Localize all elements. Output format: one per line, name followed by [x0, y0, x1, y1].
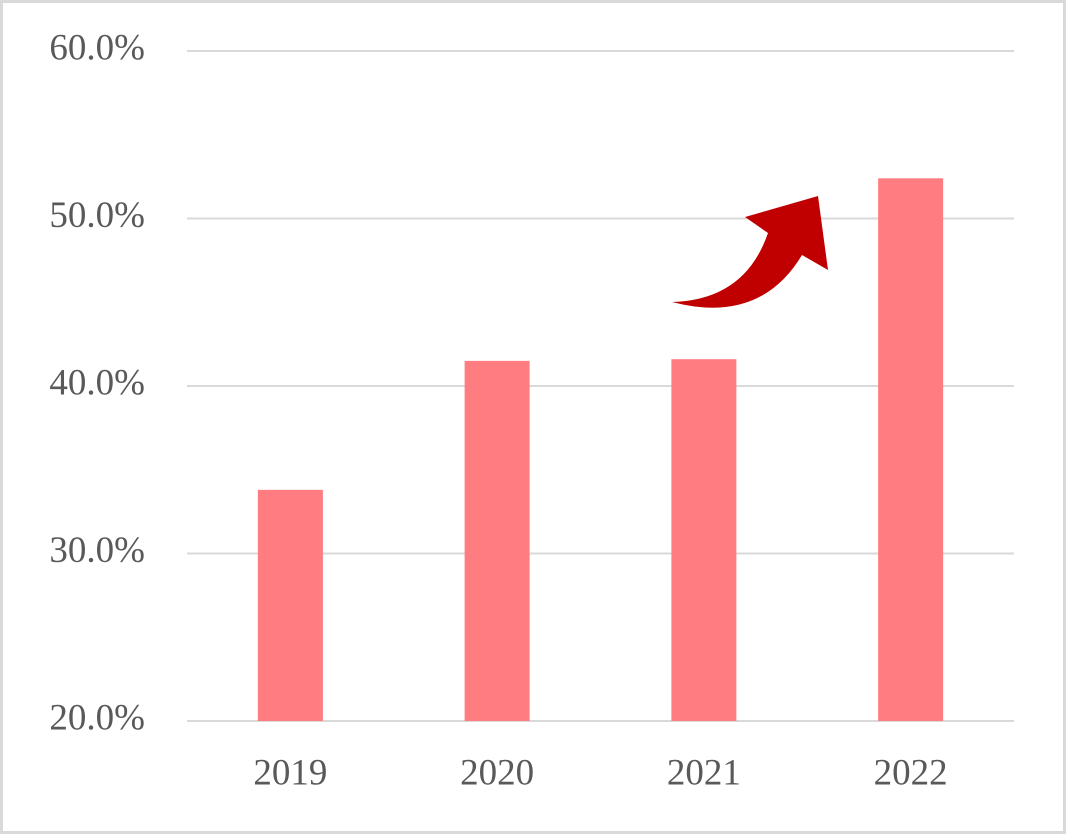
y-tick-label: 40.0%	[49, 362, 145, 403]
bars	[257, 178, 944, 722]
bar	[257, 489, 323, 721]
trend-arrow	[672, 196, 828, 308]
y-tick-label: 60.0%	[49, 27, 145, 68]
x-tick-label: 2022	[874, 752, 948, 793]
y-tick-label: 50.0%	[49, 195, 145, 236]
bar	[671, 359, 737, 721]
x-tick-label: 2019	[253, 752, 327, 793]
grid	[187, 50, 1014, 722]
bar	[464, 360, 530, 721]
y-tick-label: 30.0%	[49, 530, 145, 571]
bar	[878, 178, 944, 722]
x-tick-label: 2020	[460, 752, 534, 793]
x-tick-label: 2021	[667, 752, 741, 793]
y-tick-label: 20.0%	[49, 697, 145, 738]
